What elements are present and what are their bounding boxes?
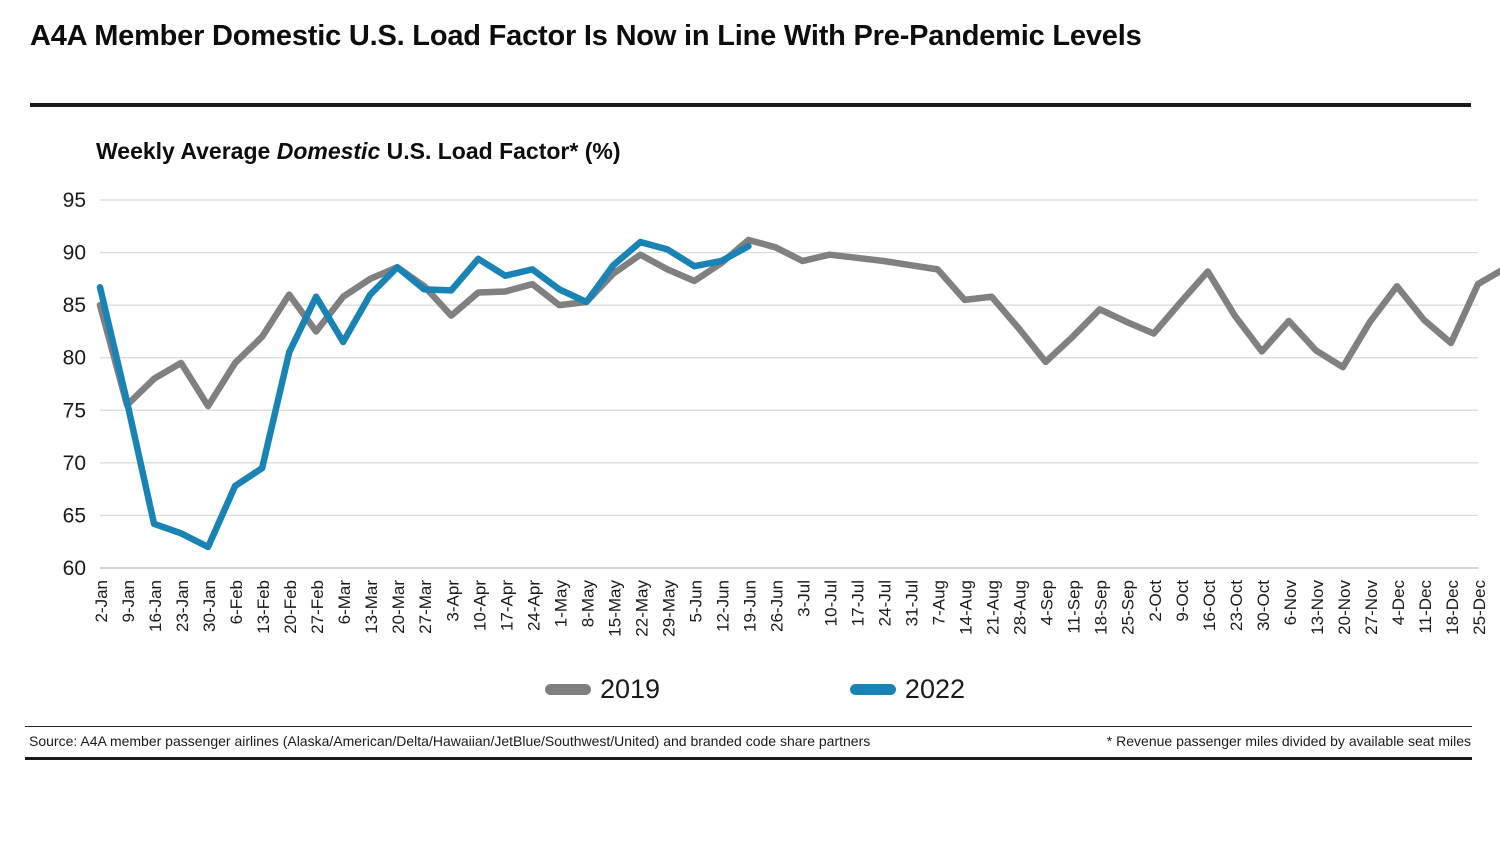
x-axis-tick: 6-Nov	[1281, 580, 1300, 626]
source-note: Source: A4A member passenger airlines (A…	[29, 733, 871, 749]
x-axis-tick: 30-Jan	[200, 580, 219, 632]
x-axis-tick: 27-Feb	[308, 580, 327, 634]
y-axis-tick: 95	[63, 189, 86, 212]
x-axis-tick: 14-Aug	[957, 580, 976, 635]
y-axis-tick: 70	[63, 452, 86, 475]
legend-label-2022: 2022	[904, 673, 965, 704]
x-axis-tick: 6-Mar	[335, 580, 354, 625]
x-axis-tick: 6-Feb	[227, 580, 246, 624]
x-axis-tick: 13-Mar	[362, 580, 381, 634]
x-axis-tick: 7-Aug	[930, 580, 949, 625]
x-axis-tick: 3-Apr	[443, 580, 462, 622]
x-axis-tick: 11-Dec	[1416, 580, 1435, 634]
x-axis-tick: 30-Oct	[1254, 580, 1273, 631]
x-axis-tick: 24-Jul	[876, 580, 895, 626]
legend-label-2019: 2019	[600, 673, 661, 704]
footnote-divider-bottom	[25, 757, 1472, 760]
chart-legend: 2019 2022	[545, 668, 965, 710]
legend-swatch-2022	[849, 683, 896, 695]
x-axis-tick: 16-Jan	[146, 580, 165, 632]
x-axis-tick: 26-Jun	[767, 580, 786, 632]
x-axis-tick: 20-Feb	[281, 580, 300, 634]
x-axis-tick: 10-Apr	[470, 580, 489, 631]
x-axis-tick: 25-Sep	[1119, 580, 1138, 635]
x-axis-tick: 19-Jun	[740, 580, 759, 632]
legend-item-2022[interactable]: 2022	[849, 673, 965, 705]
x-axis-tick: 31-Jul	[903, 580, 922, 626]
x-axis-tick: 16-Oct	[1200, 580, 1219, 631]
x-axis-tick: 27-Nov	[1362, 580, 1381, 635]
x-axis-tick: 29-May	[659, 580, 678, 637]
x-axis-tick: 4-Dec	[1389, 580, 1408, 626]
x-axis-tick: 18-Sep	[1092, 580, 1111, 635]
x-axis-tick: 20-Mar	[389, 580, 408, 634]
x-axis-tick: 15-May	[605, 580, 624, 637]
x-axis-tick: 22-May	[632, 580, 651, 637]
y-axis-tick: 60	[63, 557, 86, 580]
y-axis-tick: 75	[63, 399, 86, 422]
x-axis-tick: 25-Dec	[1470, 580, 1489, 635]
page-title: A4A Member Domestic U.S. Load Factor Is …	[30, 20, 1142, 52]
chart-canvas: 95 90 85 80 75 70 65 60 2-Jan 9-Jan 16-Jan 23-Jan 30…	[63, 189, 1500, 637]
y-axis-tick: 85	[63, 294, 86, 317]
footnote-divider-top	[25, 726, 1472, 727]
x-axis-tick: 10-Jul	[822, 580, 841, 626]
series-line-2022	[96, 238, 752, 551]
x-axis-tick: 28-Aug	[1011, 580, 1030, 635]
x-axis-tick: 3-Jul	[795, 580, 814, 617]
chart-heading-emphasis: Domestic	[276, 138, 381, 164]
x-axis-tick: 23-Jan	[173, 580, 192, 632]
x-axis-tick: 24-Apr	[524, 580, 543, 631]
x-axis-tick: 8-May	[578, 580, 597, 628]
legend-item-2019[interactable]: 2019	[545, 674, 660, 705]
legend-swatch-2019	[545, 683, 591, 695]
x-axis-tick: 17-Apr	[497, 580, 516, 631]
chart-heading: Weekly Average Domestic U.S. Load Factor…	[96, 138, 621, 165]
slide-footer: Airlines for America® We Connect the Wor…	[0, 760, 1500, 842]
x-axis-tick: 27-Mar	[416, 580, 435, 634]
x-axis-tick: 12-Jun	[713, 580, 732, 632]
x-axis-tick: 13-Nov	[1308, 580, 1327, 635]
x-axis-tick: 11-Sep	[1065, 580, 1084, 634]
x-axis-tick: 2-Jan	[92, 580, 111, 623]
x-axis-tick: 5-Jun	[686, 580, 705, 623]
x-axis-tick: 1-May	[551, 580, 570, 628]
x-axis-tick: 17-Jul	[849, 580, 868, 626]
chart-heading-post: U.S. Load Factor* (%)	[380, 138, 621, 164]
x-axis-tick: 18-Dec	[1443, 580, 1462, 635]
x-axis-tick: 4-Sep	[1038, 580, 1057, 625]
x-axis-tick: 2-Oct	[1146, 580, 1165, 622]
x-axis-tick: 9-Jan	[119, 580, 138, 623]
x-axis-tick: 13-Feb	[254, 580, 273, 634]
title-divider	[30, 103, 1471, 107]
series-line-2019	[96, 236, 1500, 410]
y-axis-tick: 65	[63, 504, 86, 527]
chart-heading-pre: Weekly Average	[96, 138, 277, 164]
x-axis-tick: 21-Aug	[984, 580, 1003, 635]
y-axis-tick: 80	[63, 347, 86, 370]
x-axis-tick: 23-Oct	[1227, 580, 1246, 631]
x-axis-tick: 20-Nov	[1335, 580, 1354, 635]
asterisk-note: * Revenue passenger miles divided by ava…	[1106, 733, 1471, 749]
x-axis-tick: 9-Oct	[1173, 580, 1192, 622]
y-axis-tick: 90	[63, 242, 86, 265]
